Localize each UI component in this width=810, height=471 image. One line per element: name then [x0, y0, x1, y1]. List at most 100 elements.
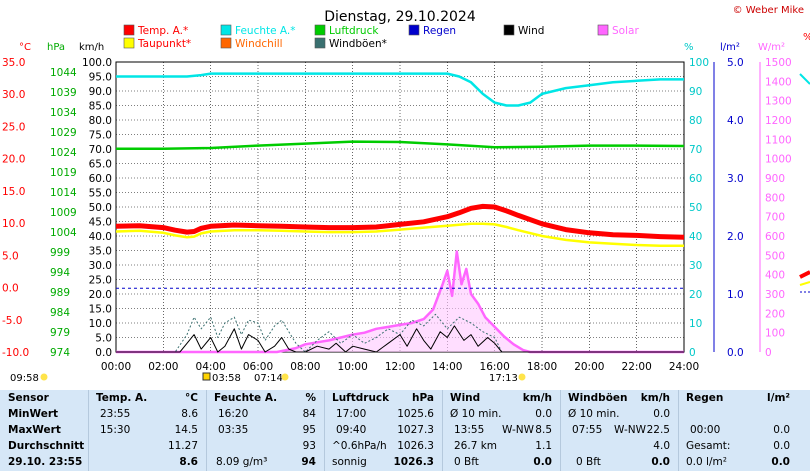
pressure-axis-tick: 1024 [50, 147, 77, 159]
wind-max-direction: W-NW [502, 424, 534, 436]
pressure-min-time: 17:00 [336, 408, 367, 420]
temp-axis-tick: 10.0 [2, 218, 25, 230]
wind-axis-tick: 45.0 [89, 217, 112, 229]
time-axis-tick: 24:00 [669, 361, 699, 373]
temp-max-time: 15:30 [100, 424, 131, 436]
rain-axis-tick: 4.0 [727, 115, 744, 127]
legend-label: Solar [612, 25, 639, 37]
pressure-axis-tick: 1034 [50, 107, 77, 119]
temp-axis-tick: 35.0 [2, 57, 25, 69]
weather-forecast: sonnig [332, 456, 367, 468]
rain-axis-tick: 0.0 [727, 347, 744, 359]
wind-axis-tick: 50.0 [89, 202, 112, 214]
time-axis-tick: 16:00 [480, 361, 510, 373]
copyright-link[interactable]: © Weber Mike [733, 5, 804, 16]
wind-current-value: 0.0 [533, 456, 552, 468]
humidity-average-value: 93 [302, 440, 316, 452]
gust-current-value: 0.0 [651, 456, 670, 468]
series-line-luftdruck [116, 140, 685, 151]
legend-label: Luftdruck [329, 25, 379, 37]
series-line-windb-en [116, 313, 684, 353]
pressure-axis-tick: 1019 [50, 167, 77, 179]
wind-axis-tick: 100.0 [82, 57, 112, 69]
legend-swatch [123, 24, 135, 36]
wind-axis-tick: 25.0 [89, 275, 112, 287]
rain-rate-value: 0.0 [773, 424, 790, 436]
header-temp: Temp. A. [96, 392, 148, 404]
legend-swatch [314, 24, 326, 36]
rain-axis-unit: l/m² [720, 42, 740, 53]
wind-distance: 26.7 km [454, 440, 498, 452]
temp-axis-tick: 5.0 [2, 250, 19, 262]
gust-max-value: 22.5 [646, 424, 670, 436]
humidity-min-value: 84 [302, 408, 316, 420]
temp-axis-unit: °C [19, 42, 31, 53]
wind-axis-tick: 95.0 [89, 72, 112, 84]
pressure-average-value: 1026.3 [397, 440, 434, 452]
pressure-max-time: 09:40 [336, 424, 367, 436]
temp-min-value: 8.6 [181, 408, 198, 420]
rain-axis-tick: 2.0 [727, 231, 744, 243]
solar-axis-tick: 200 [765, 308, 785, 320]
solar-axis-tick: 1000 [765, 154, 792, 166]
temp-axis-tick: 0.0 [2, 283, 19, 295]
wind-axis-tick: 40.0 [89, 231, 112, 243]
label-max: MaxWert [8, 424, 61, 436]
humidity-min-time: 16:20 [218, 408, 249, 420]
legend-swatch [314, 37, 326, 49]
humidity-axis-tick: 30 [689, 260, 702, 272]
pressure-current-value: 1026.3 [393, 456, 434, 468]
solar-axis-tick: 500 [765, 250, 785, 262]
humidity-axis-tick: 10 [689, 318, 702, 330]
legend-label: Windböen* [329, 38, 387, 50]
series-line-wind [116, 325, 684, 353]
pressure-max-value: 1027.3 [397, 424, 434, 436]
rain-axis-tick: 5.0 [727, 57, 744, 69]
humidity-max-time: 03:35 [218, 424, 249, 436]
solar-area [116, 251, 684, 352]
humidity-axis-tick: 90 [689, 86, 702, 98]
solar-axis-tick: 600 [765, 231, 785, 243]
time-axis-tick: 14:00 [432, 361, 462, 373]
humidity-axis-unit: % [684, 42, 694, 53]
pressure-axis-tick: 994 [50, 267, 70, 279]
wind-axis-tick: 75.0 [89, 130, 112, 142]
statistics-panel: Sensor Temp. A. °C Feuchte A. % Luftdruc… [0, 390, 810, 471]
pressure-axis-tick: 1039 [50, 87, 77, 99]
next-chart-preview: % [799, 32, 810, 293]
time-axis-tick: 04:00 [196, 361, 226, 373]
humidity-axis-tick: 40 [689, 231, 702, 243]
temp-axis-tick: 15.0 [2, 186, 25, 198]
header-gust: Windböen [568, 392, 628, 404]
gust-max-time: 07:55 [572, 424, 603, 436]
temp-axis-tick: 20.0 [2, 154, 25, 166]
header-rain-unit: l/m² [767, 392, 790, 404]
rain-total-label: Gesamt: [686, 440, 731, 452]
pressure-axis-tick: 999 [50, 247, 70, 259]
rain-day-sum: 0.0 l/m² [686, 456, 727, 468]
solar-axis-tick: 1100 [765, 134, 792, 146]
current-timestamp: 29.10. 23:55 [8, 456, 83, 468]
wind-axis-tick: 55.0 [89, 188, 112, 200]
left-time-marker: 09:58 [10, 373, 39, 384]
legend-swatch [220, 37, 232, 49]
humidity-axis-tick: 60 [689, 173, 702, 185]
header-wind: Wind [450, 392, 481, 404]
series-line-taupunkt [115, 222, 684, 247]
solar-axis-tick: 1300 [765, 96, 792, 108]
wind-axis-tick: 30.0 [89, 260, 112, 272]
sunrise-icon [281, 373, 289, 381]
pressure-axis-tick: 989 [50, 287, 70, 299]
wind-beaufort: 0 Bft [454, 456, 479, 468]
legend-label: Taupunkt* [137, 38, 191, 50]
temp-axis-tick: 30.0 [2, 89, 25, 101]
legend-swatch [123, 37, 135, 49]
humidity-axis-tick: 20 [689, 289, 702, 301]
wind-avg10-value: 0.0 [535, 408, 552, 420]
time-axis-tick: 02:00 [148, 361, 178, 373]
pressure-trend: ^0.6hPa/h [332, 440, 387, 452]
solar-axis-tick: 800 [765, 192, 785, 204]
wind-axis-tick: 5.0 [95, 333, 112, 345]
legend-swatch [597, 24, 609, 36]
temp-axis-tick: -10.0 [2, 347, 29, 359]
